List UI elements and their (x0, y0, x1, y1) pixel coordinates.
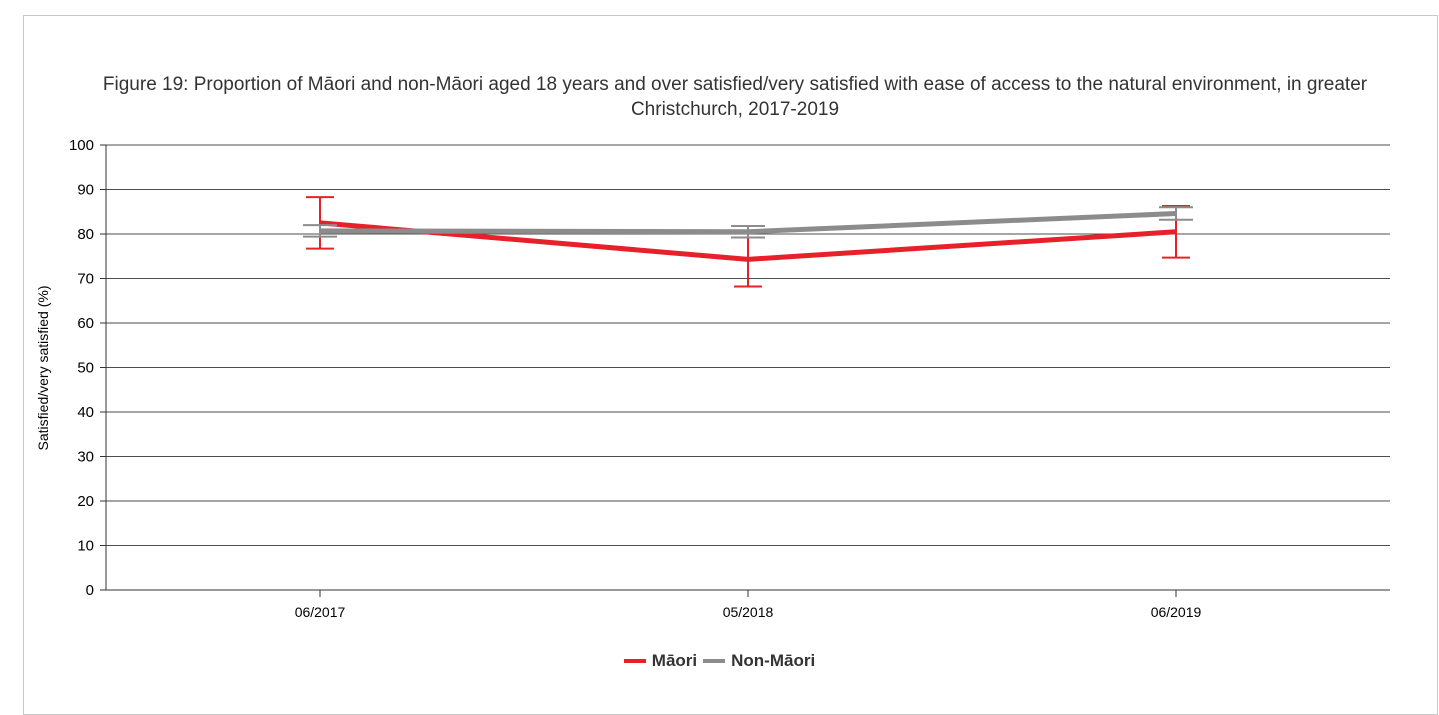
y-tick-label: 10 (77, 538, 94, 555)
y-tick-label: 40 (77, 404, 94, 421)
y-tick-label: 70 (77, 271, 94, 288)
y-tick-label: 30 (77, 449, 94, 466)
x-tick-label: 06/2019 (1151, 604, 1202, 620)
legend-item: Māori (624, 651, 697, 671)
x-tick-label: 06/2017 (295, 604, 346, 620)
series-maori (306, 197, 1190, 286)
y-axis-ticks: 0 10 20 30 40 50 60 70 80 90 100 (69, 137, 94, 599)
y-tick-label: 0 (86, 582, 94, 599)
y-tick-label: 50 (77, 360, 94, 377)
legend-swatch (703, 659, 725, 663)
y-tick-label: 60 (77, 315, 94, 332)
series-non-maori (303, 207, 1193, 237)
x-tick-label: 05/2018 (723, 604, 774, 620)
y-tick-label: 100 (69, 137, 94, 154)
y-tick-label: 20 (77, 493, 94, 510)
legend-label: Māori (652, 651, 697, 671)
legend: Māori Non-Māori (0, 648, 1439, 671)
legend-swatch (624, 659, 646, 663)
series-lines (303, 197, 1193, 286)
legend-label: Non-Māori (731, 651, 815, 671)
y-axis-label: Satisfied/very satisfied (%) (35, 286, 51, 451)
legend-item: Non-Māori (703, 651, 815, 671)
y-tick-label: 90 (77, 182, 94, 199)
y-tick-label: 80 (77, 226, 94, 243)
x-axis-ticks: 06/2017 05/2018 06/2019 (295, 604, 1202, 620)
gridlines (100, 145, 1390, 597)
